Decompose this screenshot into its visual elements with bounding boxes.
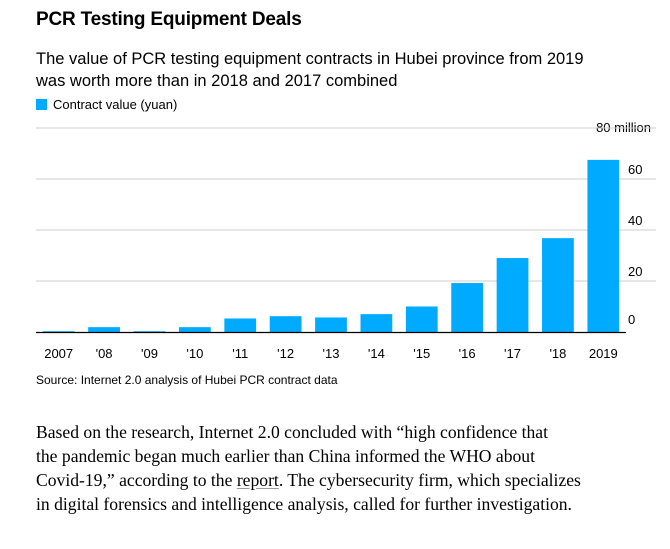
chart-subtitle-line: was worth more than in 2018 and 2017 com… <box>36 72 398 90</box>
chart-title: PCR Testing Equipment Deals <box>36 9 302 30</box>
bar <box>133 331 166 332</box>
x-tick-label: '14 <box>368 346 385 361</box>
legend-label: Contract value (yuan) <box>53 96 178 112</box>
bar <box>269 316 302 332</box>
bar <box>451 283 484 332</box>
x-tick-label: '08 <box>96 346 113 361</box>
bar <box>360 314 393 332</box>
article-text: . The cybersecurity firm, which speciali… <box>278 470 581 490</box>
x-tick-label: '13 <box>323 346 340 361</box>
bar <box>496 258 529 332</box>
y-tick-label: 60 <box>628 162 642 177</box>
bar <box>405 306 438 332</box>
x-tick-label: '17 <box>504 346 521 361</box>
y-tick-label: 0 <box>628 312 635 327</box>
x-tick-label: '12 <box>277 346 294 361</box>
article-line: in digital forensics and intelligence an… <box>36 494 572 514</box>
legend-swatch <box>36 98 47 110</box>
article-line: Covid-19,” according to the report. The … <box>36 468 661 492</box>
chart-subtitle-line: The value of PCR testing equipment contr… <box>36 50 584 68</box>
bar <box>42 331 75 332</box>
article-line: the pandemic began much earlier than Chi… <box>36 446 535 466</box>
x-tick-label: 2019 <box>589 346 618 361</box>
x-tick-label: '09 <box>141 346 158 361</box>
chart-source: Source: Internet 2.0 analysis of Hubei P… <box>36 373 338 387</box>
chart-subtitle: The value of PCR testing equipment contr… <box>36 48 656 92</box>
x-tick-label: '16 <box>459 346 476 361</box>
bar-chart: 0 20 40 60 2007 '08 '09 '10 '11 '12 '13 '14 '15 '16 '1… <box>36 127 656 361</box>
bar <box>542 238 574 332</box>
article-text: Covid-19,” according to the <box>36 470 237 490</box>
x-tick-label: 2007 <box>44 346 73 361</box>
x-tick-label: '15 <box>413 346 430 361</box>
chart-legend: Contract value (yuan) <box>36 96 177 112</box>
report-link[interactable]: report <box>236 470 279 490</box>
x-tick-label: '10 <box>186 346 203 361</box>
bar <box>315 317 347 332</box>
x-tick-label: '11 <box>232 346 248 361</box>
bar <box>224 318 257 332</box>
bar <box>88 327 120 332</box>
x-tick-label: '18 <box>549 346 566 361</box>
bar <box>587 159 620 332</box>
article-line: Based on the research, Internet 2.0 conc… <box>36 422 548 442</box>
y-tick-label: 20 <box>628 264 642 279</box>
article-paragraph: Based on the research, Internet 2.0 conc… <box>36 420 661 516</box>
bar <box>178 327 211 332</box>
y-tick-label: 40 <box>628 213 642 228</box>
